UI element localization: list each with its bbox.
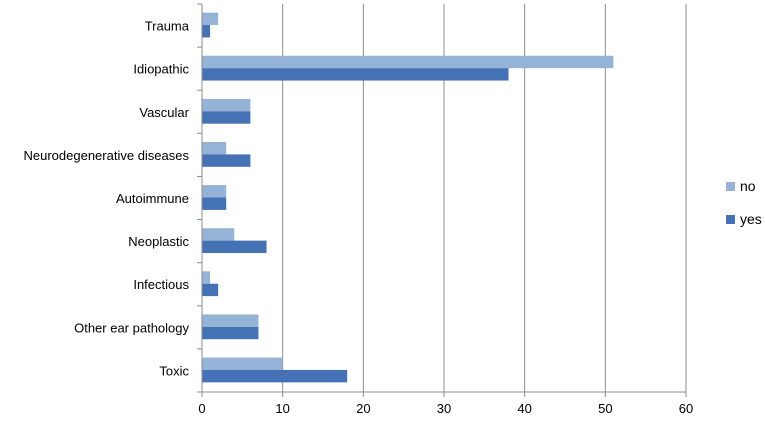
bars	[202, 12, 614, 383]
bar-yes-infectious	[202, 283, 219, 297]
category-label-neurodegenerative-diseases: Neurodegenerative diseases	[24, 148, 190, 163]
bar-yes-vascular	[202, 111, 251, 124]
x-tick-label-10: 10	[275, 401, 289, 416]
x-tick-label-50: 50	[598, 401, 612, 416]
bar-yes-autoimmune	[202, 197, 227, 210]
category-label-infectious: Infectious	[133, 277, 189, 292]
bar-yes-neoplastic	[202, 240, 267, 254]
bar-no-neoplastic	[202, 228, 235, 241]
bar-no-trauma	[202, 12, 219, 26]
x-tick-label-60: 60	[679, 401, 693, 416]
bar-no-infectious	[202, 271, 211, 284]
legend-swatch-no	[726, 182, 735, 191]
category-label-trauma: Trauma	[145, 19, 190, 34]
x-tick-label-20: 20	[356, 401, 370, 416]
category-label-autoimmune: Autoimmune	[116, 191, 189, 206]
bar-no-autoimmune	[202, 185, 227, 198]
bar-yes-trauma	[202, 25, 211, 38]
category-label-other-ear-pathology: Other ear pathology	[74, 320, 189, 335]
category-label-neoplastic: Neoplastic	[128, 234, 189, 249]
bar-no-other-ear-pathology	[202, 314, 259, 327]
category-label-idiopathic: Idiopathic	[133, 62, 189, 77]
bar-yes-other-ear-pathology	[202, 326, 259, 340]
legend-label-yes: yes	[740, 211, 762, 227]
bar-yes-toxic	[202, 369, 348, 383]
category-labels: Trauma Idiopathic Vascular Neurodegenerativ…	[24, 19, 190, 379]
bar-no-vascular	[202, 98, 251, 112]
x-tick-label-40: 40	[517, 401, 531, 416]
category-label-toxic: Toxic	[159, 363, 189, 378]
x-tick-label-0: 0	[198, 401, 205, 416]
legend: no yes	[726, 178, 762, 227]
x-tick-label-30: 30	[437, 401, 451, 416]
category-label-vascular: Vascular	[139, 105, 189, 120]
legend-label-no: no	[740, 178, 756, 194]
bar-yes-neurodegenerative-diseases	[202, 154, 251, 167]
legend-swatch-yes	[726, 215, 735, 224]
x-tick-labels: 0 10 20 30 40 50 60	[198, 392, 693, 416]
bar-no-neurodegenerative-diseases	[202, 141, 227, 155]
bar-no-toxic	[202, 357, 283, 370]
bar-no-idiopathic	[202, 55, 614, 69]
bar-yes-idiopathic	[202, 68, 509, 81]
